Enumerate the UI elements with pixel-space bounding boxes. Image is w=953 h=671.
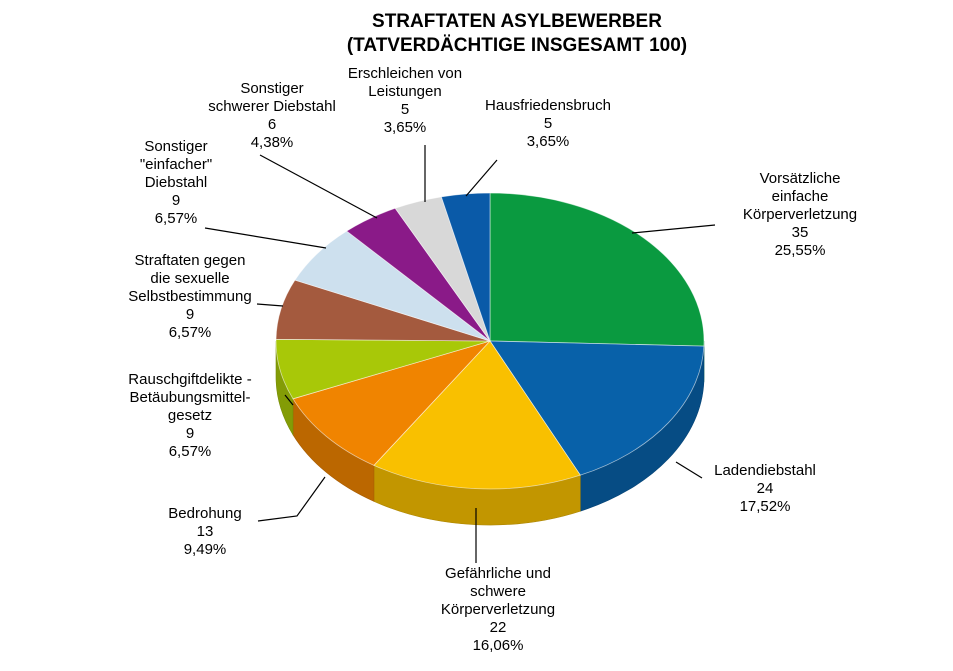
slice-label-text: Vorsätzliche [760, 170, 841, 187]
slice-label-1: Ladendiebstahl 24 17,52% [714, 462, 816, 515]
slice-percent: 6,57% [155, 210, 198, 227]
leader-line-1 [675, 461, 703, 479]
slice-label-0: Vorsätzliche einfache Körperverletzung 35 25… [743, 170, 857, 259]
chart-title-line-1: STRAFTATEN ASYLBEWERBER [372, 11, 662, 32]
slice-label-3: Bedrohung 13 9,49% [168, 505, 241, 558]
slice-percent: 9,49% [184, 541, 227, 558]
slice-label-text: Rauschgiftdelikte - [128, 371, 251, 388]
slice-label-text: Selbstbestimmung [128, 288, 251, 305]
pie-slice-1 [489, 340, 705, 476]
leader-line-3 [257, 476, 326, 522]
slice-value: 5 [401, 101, 409, 118]
slice-label-text: Gefährliche und [445, 565, 551, 582]
pie-slice-3 [292, 340, 492, 466]
leader-line-7 [259, 154, 378, 219]
slice-label-text: Sonstiger [240, 80, 303, 97]
slice-label-text: Sonstiger [144, 138, 207, 155]
slice-label-text: gesetz [168, 407, 212, 424]
pie-slices [275, 192, 705, 490]
slice-label-text: Leistungen [368, 83, 441, 100]
pie-slice-0 [489, 192, 705, 347]
slice-percent: 3,65% [527, 133, 570, 150]
slice-value: 6 [268, 116, 276, 133]
slice-label-text: Hausfriedensbruch [485, 97, 611, 114]
slice-label-text: Erschleichen von [348, 65, 462, 82]
slice-value: 5 [544, 115, 552, 132]
pie-slice-2 [373, 340, 581, 490]
slice-value: 22 [490, 619, 507, 636]
slice-label-text: Diebstahl [145, 174, 208, 191]
slice-label-text: einfache [772, 188, 829, 205]
leader-line-5 [256, 303, 284, 307]
slice-label-4: Rauschgiftdelikte -Betäubungsmittel-gese… [128, 371, 251, 460]
slice-value: 35 [792, 224, 809, 241]
slice-value: 13 [197, 523, 214, 540]
slice-value: 9 [172, 192, 180, 209]
slice-value: 9 [186, 306, 194, 323]
slice-label-2: Gefährliche und schwere Körperverletzung 22… [441, 565, 555, 654]
slice-value: 24 [757, 480, 774, 497]
slice-label-text: Straftaten gegen [135, 252, 246, 269]
slice-labels: Vorsätzliche einfache Körperverletzung 35 25… [128, 65, 857, 654]
slice-label-text: Körperverletzung [441, 601, 555, 618]
slice-label-text: Betäubungsmittel- [130, 389, 251, 406]
slice-label-text: schwere [470, 583, 526, 600]
slice-percent: 25,55% [775, 242, 826, 259]
slice-label-text: Bedrohung [168, 505, 241, 522]
slice-label-text: Ladendiebstahl [714, 462, 816, 479]
slice-percent: 3,65% [384, 119, 427, 136]
leader-line-0 [631, 224, 716, 234]
chart-title-line-2: (TATVERDÄCHTIGE INSGESAMT 100) [347, 35, 687, 56]
leader-line-9 [465, 159, 498, 197]
pie-slice-9 [440, 192, 491, 342]
leader-lines [204, 145, 716, 563]
slice-label-text: "einfacher" [140, 156, 212, 173]
slice-value: 9 [186, 425, 194, 442]
slice-label-text: Körperverletzung [743, 206, 857, 223]
leader-line-6 [204, 227, 327, 249]
slice-percent: 16,06% [473, 637, 524, 654]
slice-label-9: Hausfriedensbruch 5 3,65% [485, 97, 611, 150]
slice-label-5: Straftaten gegen die sexuelle Selbstbestim… [128, 252, 251, 341]
slice-label-6: Sonstiger "einfacher" Diebstahl 9 6,57% [140, 138, 212, 227]
leader-line-4 [284, 394, 294, 406]
slice-label-text: die sexuelle [150, 270, 229, 287]
slice-label-7: Sonstiger schwerer Diebstahl 6 4,38% [208, 80, 336, 151]
slice-percent: 4,38% [251, 134, 294, 151]
slice-label-8: Erschleichen von Leistungen 5 3,65% [348, 65, 462, 136]
slice-label-text: schwerer Diebstahl [208, 98, 336, 115]
slice-percent: 6,57% [169, 443, 212, 460]
slice-percent: 6,57% [169, 324, 212, 341]
slice-percent: 17,52% [740, 498, 791, 515]
